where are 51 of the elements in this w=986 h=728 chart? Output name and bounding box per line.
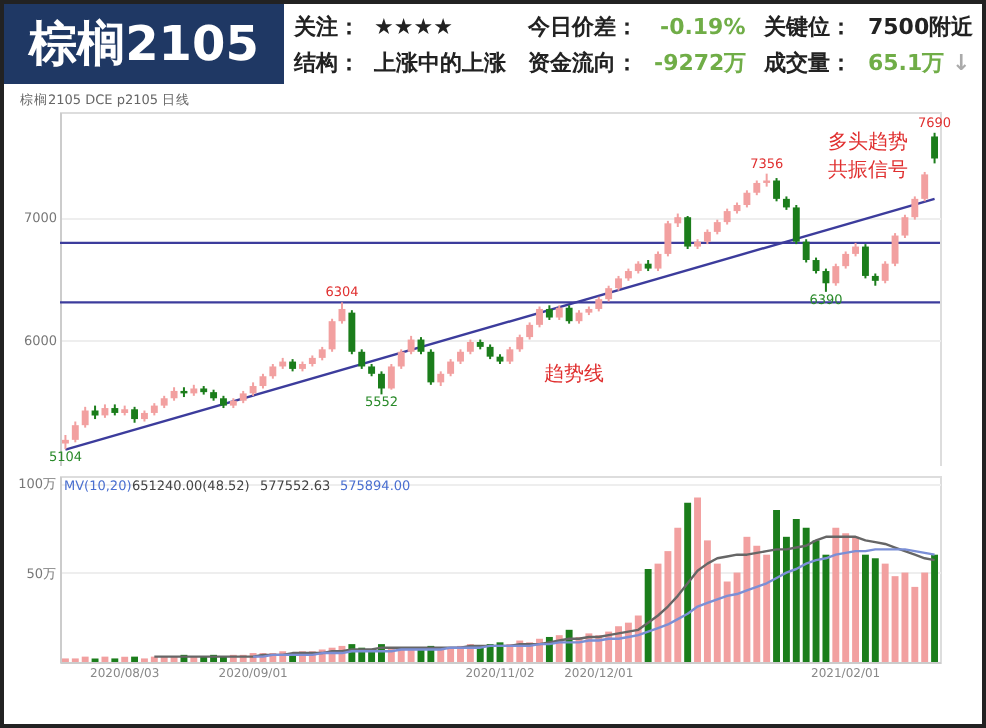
text: -0.19% xyxy=(660,14,746,42)
candlestick xyxy=(931,131,939,165)
text: ★★★★ xyxy=(374,14,453,42)
candlestick xyxy=(71,420,79,444)
annotation: 趋势线 xyxy=(544,362,604,386)
candlestick xyxy=(407,334,415,356)
candlestick xyxy=(397,348,405,370)
bar xyxy=(684,502,692,662)
line-series xyxy=(153,535,936,658)
text: 关键位： xyxy=(764,14,852,42)
candlestick xyxy=(427,348,435,386)
candlestick xyxy=(881,260,889,285)
text: 成交量： xyxy=(764,50,852,78)
text: 7500附近 xyxy=(868,14,974,42)
candlestick xyxy=(536,305,543,329)
candlestick xyxy=(911,195,919,221)
candlestick xyxy=(348,309,356,356)
annotation: 多头趋势 xyxy=(828,130,908,154)
candlestick xyxy=(328,317,336,353)
text: 棕榈2105 xyxy=(4,4,284,84)
candlestick xyxy=(901,213,909,240)
bar xyxy=(131,656,139,662)
bar xyxy=(644,569,652,662)
candlestick xyxy=(358,348,366,370)
candlestick xyxy=(861,243,869,280)
candlestick xyxy=(684,214,692,251)
candlestick xyxy=(822,267,830,293)
annotation: 共振信号 xyxy=(828,158,908,182)
bar xyxy=(931,554,939,662)
text: 今日价差： xyxy=(528,14,638,42)
candlestick xyxy=(832,262,840,287)
text: ↓ xyxy=(952,50,971,78)
candlestick xyxy=(387,363,395,391)
candlestick xyxy=(565,304,573,325)
candlestick xyxy=(664,219,672,258)
candlestick xyxy=(802,238,810,264)
candlestick xyxy=(792,203,800,246)
line-series xyxy=(251,548,936,658)
bar xyxy=(121,656,129,662)
candlestick xyxy=(773,177,780,203)
candlestick xyxy=(921,170,929,203)
bar xyxy=(101,656,109,662)
text: 资金流向： xyxy=(528,50,638,78)
candlestick xyxy=(81,405,89,429)
text: -9272万 xyxy=(654,50,747,78)
text: 关注： xyxy=(294,14,360,42)
text: 上涨中的上涨 xyxy=(374,50,506,78)
candlestick xyxy=(378,370,385,396)
text: 结构： xyxy=(294,50,360,78)
candlestick xyxy=(891,232,899,268)
text: 65.1万 xyxy=(868,50,945,78)
